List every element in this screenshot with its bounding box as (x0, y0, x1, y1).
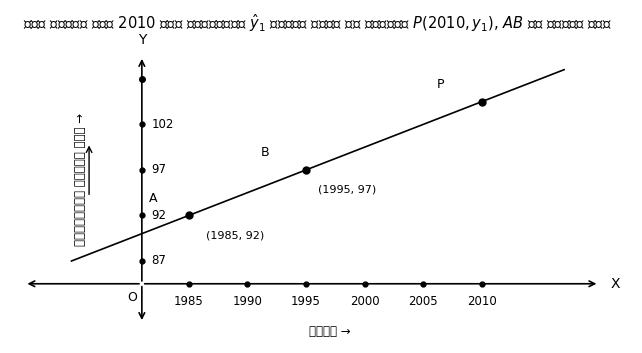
Text: 1995: 1995 (291, 295, 321, 308)
Text: Y: Y (137, 33, 146, 47)
Text: जनसंख्या करोड़ में →: जनसंख्या करोड़ में → (74, 113, 87, 246)
Text: 1985: 1985 (174, 295, 204, 308)
Text: 87: 87 (152, 255, 166, 268)
Text: P: P (437, 78, 445, 91)
Text: मान लीजिए सन् 2010 में जनसंख्या $\hat{y}_1$ करोड़ होगी जो बिन्दु $P(2010, y_1)$,: मान लीजिए सन् 2010 में जनसंख्या $\hat{y}… (23, 12, 612, 34)
Text: 2010: 2010 (467, 295, 497, 308)
Text: A: A (150, 192, 158, 205)
Text: 92: 92 (152, 209, 166, 222)
Text: X: X (611, 277, 621, 291)
Text: 2000: 2000 (350, 295, 379, 308)
Text: B: B (261, 146, 270, 159)
Text: 2005: 2005 (408, 295, 438, 308)
Text: 97: 97 (152, 163, 166, 176)
Text: O: O (127, 291, 137, 304)
Text: 102: 102 (152, 118, 173, 131)
Text: 1990: 1990 (232, 295, 263, 308)
Text: वर्ष →: वर्ष → (309, 325, 351, 338)
Text: (1985, 92): (1985, 92) (206, 230, 265, 240)
Text: (1995, 97): (1995, 97) (318, 185, 376, 195)
